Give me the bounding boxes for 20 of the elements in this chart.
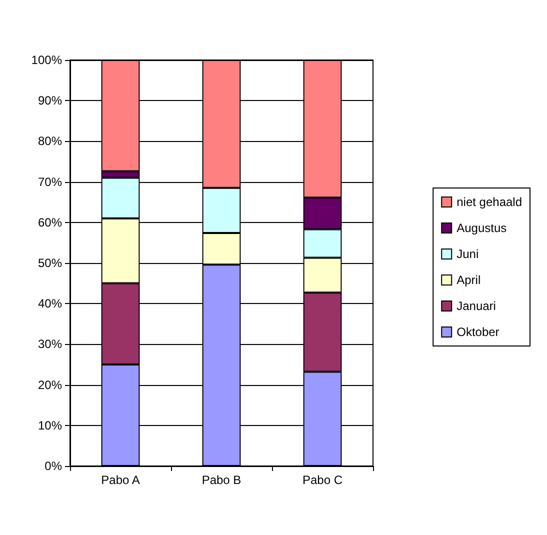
- y-tick-label: 60%: [38, 215, 62, 230]
- legend-label: Januari: [456, 299, 496, 313]
- y-tick-label: 50%: [38, 256, 62, 270]
- x-tick-label: Pabo C: [302, 473, 343, 487]
- y-tick-label: 40%: [38, 296, 62, 311]
- legend-label: Juni: [456, 247, 479, 261]
- y-tick-label: 0%: [44, 459, 62, 473]
- y-tick-label: 80%: [38, 134, 62, 148]
- legend-label: niet gehaald: [456, 195, 522, 209]
- legend-label: April: [456, 273, 481, 287]
- y-tick-label: 90%: [38, 94, 62, 108]
- y-tick-label: 70%: [38, 174, 62, 189]
- x-tick-label: Pabo B: [202, 473, 242, 487]
- y-tick-label: 20%: [38, 378, 62, 392]
- y-tick-label: 10%: [38, 418, 62, 432]
- legend-label: Oktober: [456, 325, 500, 339]
- legend-label: Augustus: [456, 221, 507, 235]
- y-tick-label: 100%: [31, 53, 62, 67]
- y-tick-label: 30%: [38, 337, 62, 352]
- x-tick-label: Pabo A: [101, 473, 140, 487]
